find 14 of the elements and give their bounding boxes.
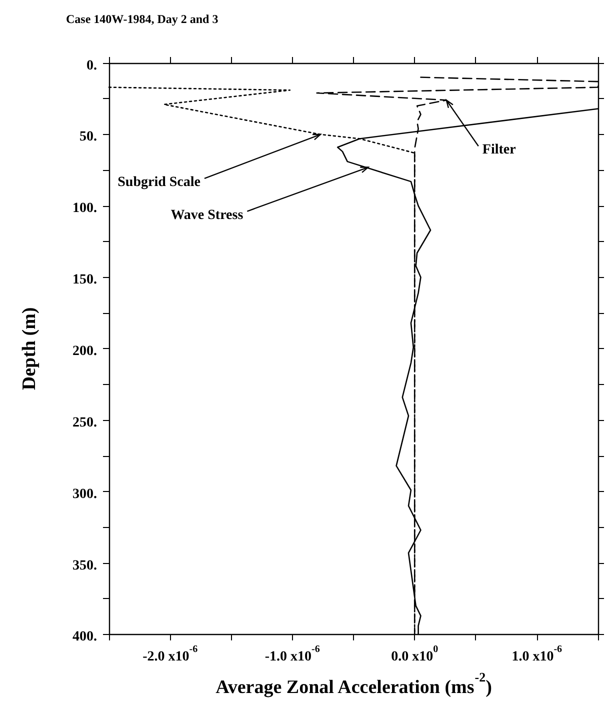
y-tick-label: 0.: [86, 58, 97, 74]
annotation: Wave Stress: [170, 208, 244, 223]
y-tick-label: 200.: [72, 344, 97, 359]
chart-title: Case 140W-1984, Day 2 and 3: [66, 12, 218, 26]
y-axis-title: Depth (m): [19, 307, 40, 390]
y-tick-label: 300.: [72, 486, 97, 502]
y-tick-label: 100.: [72, 201, 97, 216]
y-tick-label: 50.: [80, 130, 97, 145]
annotation: Subgrid Scale: [118, 174, 200, 190]
y-tick-label: 400.: [72, 630, 97, 645]
y-tick-label: 350.: [72, 558, 97, 574]
y-tick-label: 250.: [72, 415, 97, 430]
annotation: Filter: [482, 142, 516, 158]
y-tick-label: 150.: [72, 272, 97, 288]
